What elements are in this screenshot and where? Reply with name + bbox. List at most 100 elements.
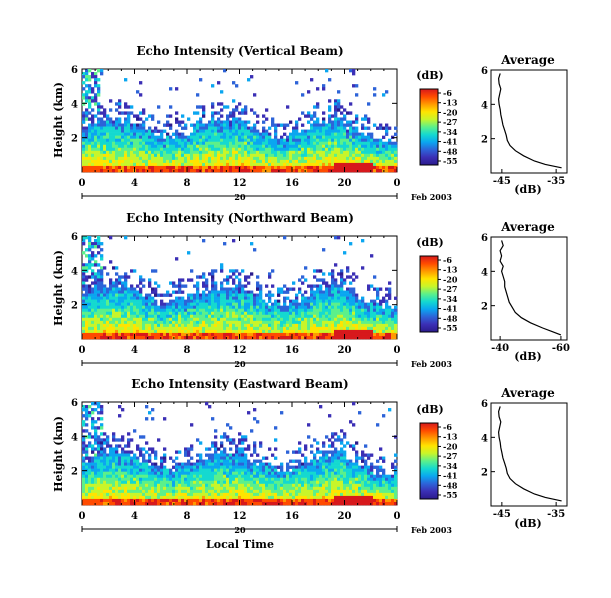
heatmap-cell (187, 474, 191, 479)
heatmap-cell (286, 159, 290, 164)
heatmap-cell (127, 105, 131, 109)
heatmap-cell (115, 156, 119, 161)
heatmap-cell (211, 480, 215, 485)
heatmap-cell (217, 459, 221, 463)
heatmap-cell (100, 144, 104, 149)
heatmap-cell (97, 90, 101, 94)
heatmap-cell (97, 153, 101, 158)
heatmap-cell (202, 296, 206, 300)
heatmap-cell (187, 471, 191, 476)
heatmap-cell (157, 105, 161, 109)
heatmap-cell (349, 111, 353, 115)
heatmap-cell (199, 459, 203, 463)
heatmap-cell (295, 165, 299, 170)
heatmap-cell (250, 272, 254, 276)
heatmap-cell (112, 320, 116, 325)
heatmap-cell (145, 293, 149, 297)
heatmap-cell (94, 314, 98, 319)
heatmap-cell (322, 305, 326, 310)
heatmap-cell (298, 317, 302, 322)
heatmap-cell (229, 162, 233, 167)
heatmap-cell (151, 144, 155, 149)
heatmap-cell (295, 150, 299, 155)
heatmap-cell (175, 135, 179, 139)
heatmap-cell (88, 489, 92, 494)
heatmap-cell (112, 165, 116, 170)
heatmap-cell (148, 477, 152, 482)
heatmap-cell (394, 314, 398, 319)
heatmap-cell (370, 150, 374, 155)
heatmap-cell (127, 462, 131, 466)
heatmap-cell (370, 332, 374, 337)
heatmap-cell (382, 165, 386, 170)
heatmap-cell (220, 465, 224, 469)
heatmap-cell (88, 302, 92, 306)
heatmap-cell (211, 123, 215, 127)
heatmap-cell (118, 159, 122, 164)
heatmap-cell (271, 269, 275, 273)
heatmap-cell (331, 329, 335, 334)
heatmap-cell (106, 168, 110, 173)
heatmap-cell (82, 242, 86, 246)
heatmap-cell (112, 495, 116, 500)
heatmap-cell (145, 441, 149, 445)
heatmap-cell (196, 302, 200, 306)
heatmap-cell (169, 156, 173, 161)
heatmap-cell (184, 317, 188, 322)
heatmap-cell (106, 438, 110, 442)
heatmap-cell (295, 320, 299, 325)
heatmap-cell (175, 456, 179, 460)
heatmap-cell (97, 474, 101, 479)
y-tick-label: 6 (71, 232, 78, 243)
heatmap-cell (367, 320, 371, 325)
heatmap-cell (124, 456, 128, 460)
heatmap-cell (232, 111, 236, 115)
heatmap-cell (370, 284, 374, 288)
heatmap-cell (226, 335, 230, 340)
heatmap-cell (103, 323, 107, 328)
heatmap-cell (145, 168, 149, 173)
heatmap-cell (118, 483, 122, 488)
heatmap-cell (133, 126, 137, 130)
heatmap-cell (223, 314, 227, 319)
heatmap-cell (346, 138, 350, 143)
heatmap-cell (142, 126, 146, 130)
heatmap-cell (253, 293, 257, 297)
heatmap-cell (328, 162, 332, 167)
heatmap-cell (259, 287, 263, 291)
heatmap-cell (280, 138, 284, 143)
heatmap-cell (109, 320, 113, 325)
heatmap-cell (112, 141, 116, 146)
heatmap-cell (289, 141, 293, 146)
heatmap-cell (91, 141, 95, 146)
heatmap-cell (124, 308, 128, 313)
heatmap-cell (103, 477, 107, 482)
heatmap-cell (91, 90, 95, 94)
heatmap-cell (322, 123, 326, 127)
heatmap-cell (94, 438, 98, 442)
heatmap-cell (241, 317, 245, 322)
heatmap-cell (358, 299, 362, 303)
heatmap-cell (148, 447, 152, 451)
heatmap-cell (220, 329, 224, 334)
heatmap-cell (97, 236, 101, 240)
heatmap-cell (346, 120, 350, 124)
heatmap-cell (346, 290, 350, 294)
heatmap-cell (304, 326, 308, 331)
heatmap-cell (193, 293, 197, 297)
heatmap-cell (94, 275, 98, 279)
heatmap-cell (112, 138, 116, 143)
x-tick-label: 8 (184, 345, 191, 356)
heatmap-cell (118, 311, 122, 316)
heatmap-cell (88, 117, 92, 121)
heatmap-cell (271, 117, 275, 121)
heatmap-cell (100, 135, 104, 139)
heatmap-cell (163, 498, 167, 503)
heatmap-cell (337, 150, 341, 155)
heatmap-cell (175, 314, 179, 319)
heatmap-cell (334, 165, 338, 170)
heatmap-cell (292, 329, 296, 334)
heatmap-cell (217, 483, 221, 488)
panel-eastward: Echo Intensity (Eastward Beam) Height (k… (52, 377, 568, 551)
heatmap-cell (361, 299, 365, 303)
